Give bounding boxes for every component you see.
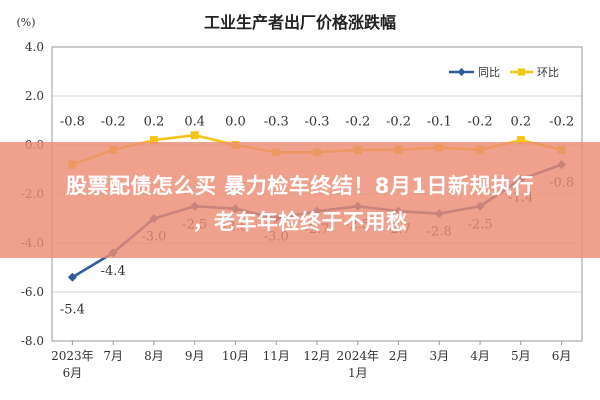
- legend-label: 同比: [478, 66, 500, 79]
- x-tick-label: 2023年: [51, 349, 94, 363]
- data-label: -5.4: [60, 302, 85, 317]
- legend-marker: [457, 68, 466, 76]
- x-tick-label: 6月: [63, 366, 83, 380]
- data-label: -0.3: [304, 115, 329, 130]
- y-axis-unit: (%): [16, 16, 35, 29]
- banner-headline: 股票配债怎么买 暴力检车终结！8月1日新规执行: [65, 174, 535, 198]
- x-tick-label: 4月: [470, 349, 490, 363]
- x-tick-label: 7月: [103, 349, 123, 363]
- data-point-marker: [67, 272, 77, 282]
- data-label: -0.2: [345, 115, 370, 130]
- data-label: 0.2: [511, 115, 532, 130]
- x-tick-label: 10月: [222, 349, 249, 363]
- x-tick-label: 1月: [348, 366, 368, 380]
- data-label: -0.2: [101, 115, 126, 130]
- data-point-marker: [190, 131, 199, 140]
- data-point-marker: [516, 136, 525, 145]
- x-tick-label: 3月: [429, 349, 449, 363]
- y-tick-label: 2.0: [25, 89, 44, 103]
- data-label: 0.4: [184, 115, 205, 130]
- x-tick-label: 2024年: [336, 349, 379, 363]
- x-tick-label: 8月: [144, 349, 164, 363]
- data-label: -0.8: [60, 115, 85, 130]
- y-tick-label: -6.0: [21, 285, 44, 299]
- y-tick-label: 4.0: [25, 40, 44, 54]
- overlay-banner[interactable]: 股票配债怎么买 暴力检车终结！8月1日新规执行 ，老车年检终于不用愁: [0, 142, 600, 258]
- chart-title: 工业生产者出厂价格涨跌幅: [204, 13, 396, 32]
- y-tick-label: -8.0: [21, 334, 44, 348]
- x-tick-label: 12月: [303, 349, 330, 363]
- legend-marker: [518, 68, 525, 76]
- x-tick-label: 9月: [185, 349, 205, 363]
- data-label: 0.2: [144, 115, 165, 130]
- data-label: -0.2: [549, 115, 574, 130]
- data-label: 0.0: [225, 115, 246, 130]
- x-tick-label: 5月: [511, 349, 531, 363]
- banner-subline: ，老车年检终于不用愁: [192, 210, 408, 234]
- x-tick-label: 6月: [552, 349, 572, 363]
- x-tick-label: 2月: [389, 349, 409, 363]
- data-label: -0.2: [468, 115, 493, 130]
- data-label: -0.2: [386, 115, 411, 130]
- data-label: -0.1: [427, 115, 452, 130]
- data-point-marker: [149, 136, 158, 145]
- data-label: -0.3: [264, 115, 289, 130]
- x-tick-label: 11月: [263, 349, 290, 363]
- data-label: -4.4: [101, 264, 126, 279]
- legend-label: 环比: [537, 66, 559, 79]
